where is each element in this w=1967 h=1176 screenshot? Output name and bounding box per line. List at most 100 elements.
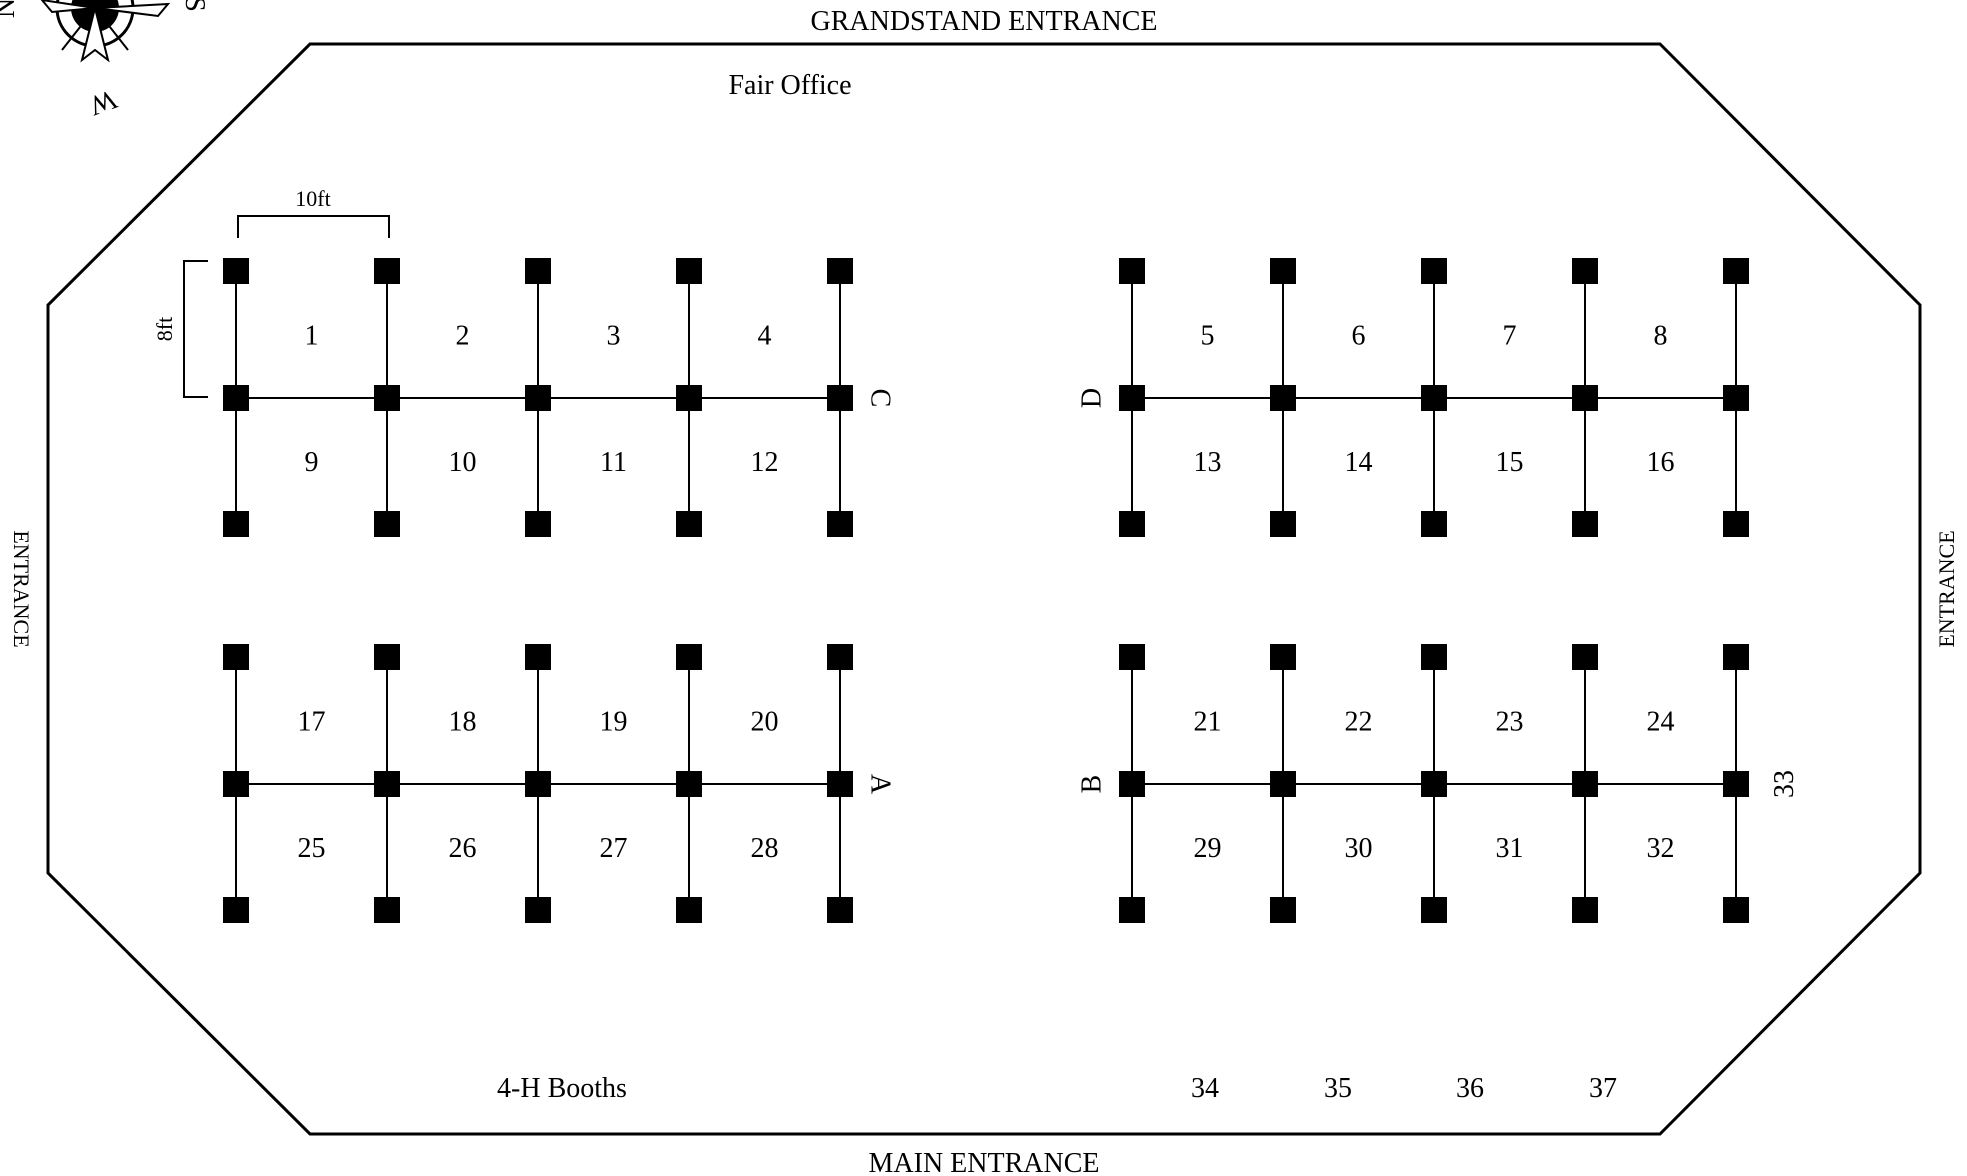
booth-post [827,511,853,537]
booth-post [1270,258,1296,284]
booth-post [1572,771,1598,797]
booth-block-c: 1 9 2 10 3 11 4 12 C [223,258,896,537]
booth-post [1119,771,1145,797]
width-dimension: 10ft [237,186,390,238]
booth-post [223,511,249,537]
booth-post [1572,258,1598,284]
booth-number-15: 15 [1496,447,1524,478]
booth-post [676,644,702,670]
booth-number-24: 24 [1647,707,1675,738]
booth-post [223,258,249,284]
booth-number-21: 21 [1194,707,1222,738]
booth-number-9: 9 [305,447,319,478]
booth-number-7: 7 [1503,321,1517,352]
booth-post [1270,511,1296,537]
booth-post [223,385,249,411]
booth-post [1723,385,1749,411]
booth-number-5: 5 [1201,321,1215,352]
booth-number-12: 12 [751,447,779,478]
booth-post [827,897,853,923]
right-entrance-label: ENTRANCE [1934,530,1959,647]
booth-post [676,258,702,284]
booth-number-33: 33 [1769,770,1800,798]
compass-north-letter: N [0,0,21,18]
booth-post [525,897,551,923]
booth-number-1: 1 [305,321,319,352]
booth-number-29: 29 [1194,833,1222,864]
booth-post [1119,258,1145,284]
left-entrance-label: ENTRANCE [9,530,34,647]
booth-post [1421,385,1447,411]
booth-post [1119,511,1145,537]
booth-number-17: 17 [298,707,326,738]
booth-number-14: 14 [1345,447,1373,478]
main-entrance-label: MAIN ENTRANCE [869,1148,1100,1176]
booth-post [676,897,702,923]
booth-post [1421,644,1447,670]
booth-post [1572,511,1598,537]
booth-number-13: 13 [1194,447,1222,478]
booth-post [1421,771,1447,797]
booth-number-30: 30 [1345,833,1373,864]
booth-post [374,511,400,537]
booth-post [1119,897,1145,923]
booth-number-31: 31 [1496,833,1524,864]
compass-west-letter: W [85,83,121,121]
booth-number-4: 4 [758,321,772,352]
booth-number-20: 20 [751,707,779,738]
booth-number-16: 16 [1647,447,1675,478]
booth-post [223,644,249,670]
booth-post [1421,897,1447,923]
booth-post [827,385,853,411]
booth-post [1119,644,1145,670]
booth-block-b: 21 29 22 30 23 31 24 32 B [1076,644,1749,923]
booth-post [1421,511,1447,537]
booth-number-10: 10 [449,447,477,478]
booth-post [1572,644,1598,670]
width-dimension-label: 10ft [295,186,330,211]
booth-post [1723,511,1749,537]
booth-post [525,258,551,284]
depth-dimension: 8ft [152,260,208,398]
booth-post [676,385,702,411]
building-outline [46,42,1922,1136]
booth-number-28: 28 [751,833,779,864]
booth-post [525,385,551,411]
row-letter-c: C [865,389,896,408]
booth-post [374,771,400,797]
booth-post [1270,385,1296,411]
booth-post [223,897,249,923]
booth-number-35: 35 [1324,1073,1352,1104]
booth-number-8: 8 [1654,321,1668,352]
booth-post [374,644,400,670]
booth-post [374,258,400,284]
booth-post [1572,897,1598,923]
booth-post [827,771,853,797]
booth-post [1270,644,1296,670]
booth-post [374,385,400,411]
booth-post [1723,644,1749,670]
booth-number-32: 32 [1647,833,1675,864]
booth-number-11: 11 [600,447,627,478]
booth-post [1723,897,1749,923]
row-letter-b: B [1076,775,1107,794]
booth-post [676,511,702,537]
booth-number-6: 6 [1352,321,1366,352]
fair-office-label: Fair Office [728,70,851,101]
booth-post [1119,385,1145,411]
row-letter-a: A [865,774,896,795]
booth-number-3: 3 [607,321,621,352]
booth-post [1270,897,1296,923]
booth-post [1723,771,1749,797]
booth-number-18: 18 [449,707,477,738]
booth-post [374,897,400,923]
compass-south-letter: S [179,0,210,12]
booth-number-26: 26 [449,833,477,864]
booth-post [1270,771,1296,797]
booth-number-22: 22 [1345,707,1373,738]
booth-post [676,771,702,797]
booth-number-34: 34 [1191,1073,1219,1104]
booth-post [223,771,249,797]
booth-number-23: 23 [1496,707,1524,738]
